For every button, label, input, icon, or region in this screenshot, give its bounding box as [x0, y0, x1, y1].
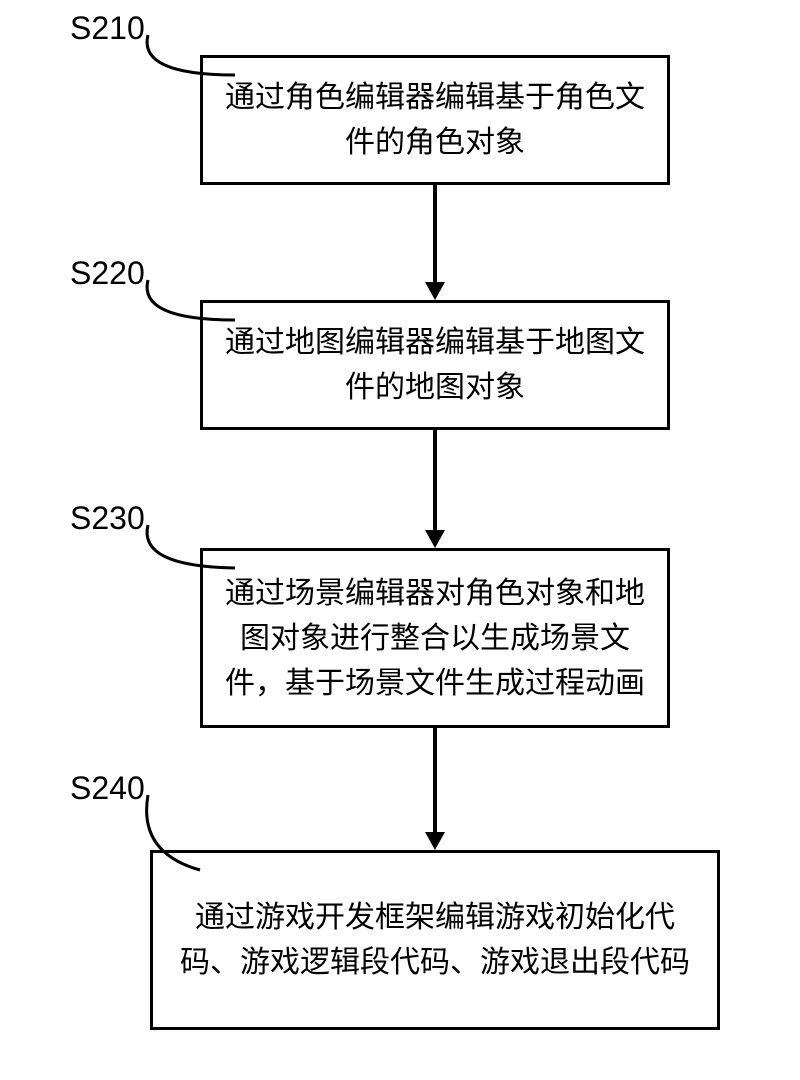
callout-curve	[138, 515, 245, 598]
flow-node-text: 通过角色编辑器编辑基于角色文件的角色对象	[223, 75, 647, 165]
flow-edge	[433, 728, 437, 834]
flow-edge	[433, 430, 437, 532]
flow-step-label-S230: S230	[70, 500, 145, 537]
flow-edge	[433, 185, 437, 284]
arrow-down-icon	[425, 832, 445, 850]
flowchart-canvas: 通过角色编辑器编辑基于角色文件的角色对象 S210 通过地图编辑器编辑基于地图文件的…	[0, 0, 800, 1080]
callout-curve	[138, 25, 245, 105]
arrow-down-icon	[425, 282, 445, 300]
flow-node-n2: 通过地图编辑器编辑基于地图文件的地图对象	[200, 300, 670, 430]
flow-node-text: 通过地图编辑器编辑基于地图文件的地图对象	[223, 320, 647, 410]
flow-node-n4: 通过游戏开发框架编辑游戏初始化代码、游戏逻辑段代码、游戏退出段代码	[150, 850, 720, 1030]
flow-node-text: 通过场景编辑器对角色对象和地图对象进行整合以生成场景文件，基于场景文件生成过程动…	[223, 571, 647, 706]
flow-step-label-S240: S240	[70, 770, 145, 807]
flow-step-label-S220: S220	[70, 255, 145, 292]
flow-node-text: 通过游戏开发框架编辑游戏初始化代码、游戏逻辑段代码、游戏退出段代码	[173, 895, 697, 985]
arrow-down-icon	[425, 530, 445, 548]
callout-curve	[138, 785, 210, 900]
flow-step-label-S210: S210	[70, 10, 145, 47]
flow-node-n1: 通过角色编辑器编辑基于角色文件的角色对象	[200, 55, 670, 185]
callout-curve	[138, 270, 245, 350]
flow-node-n3: 通过场景编辑器对角色对象和地图对象进行整合以生成场景文件，基于场景文件生成过程动…	[200, 548, 670, 728]
